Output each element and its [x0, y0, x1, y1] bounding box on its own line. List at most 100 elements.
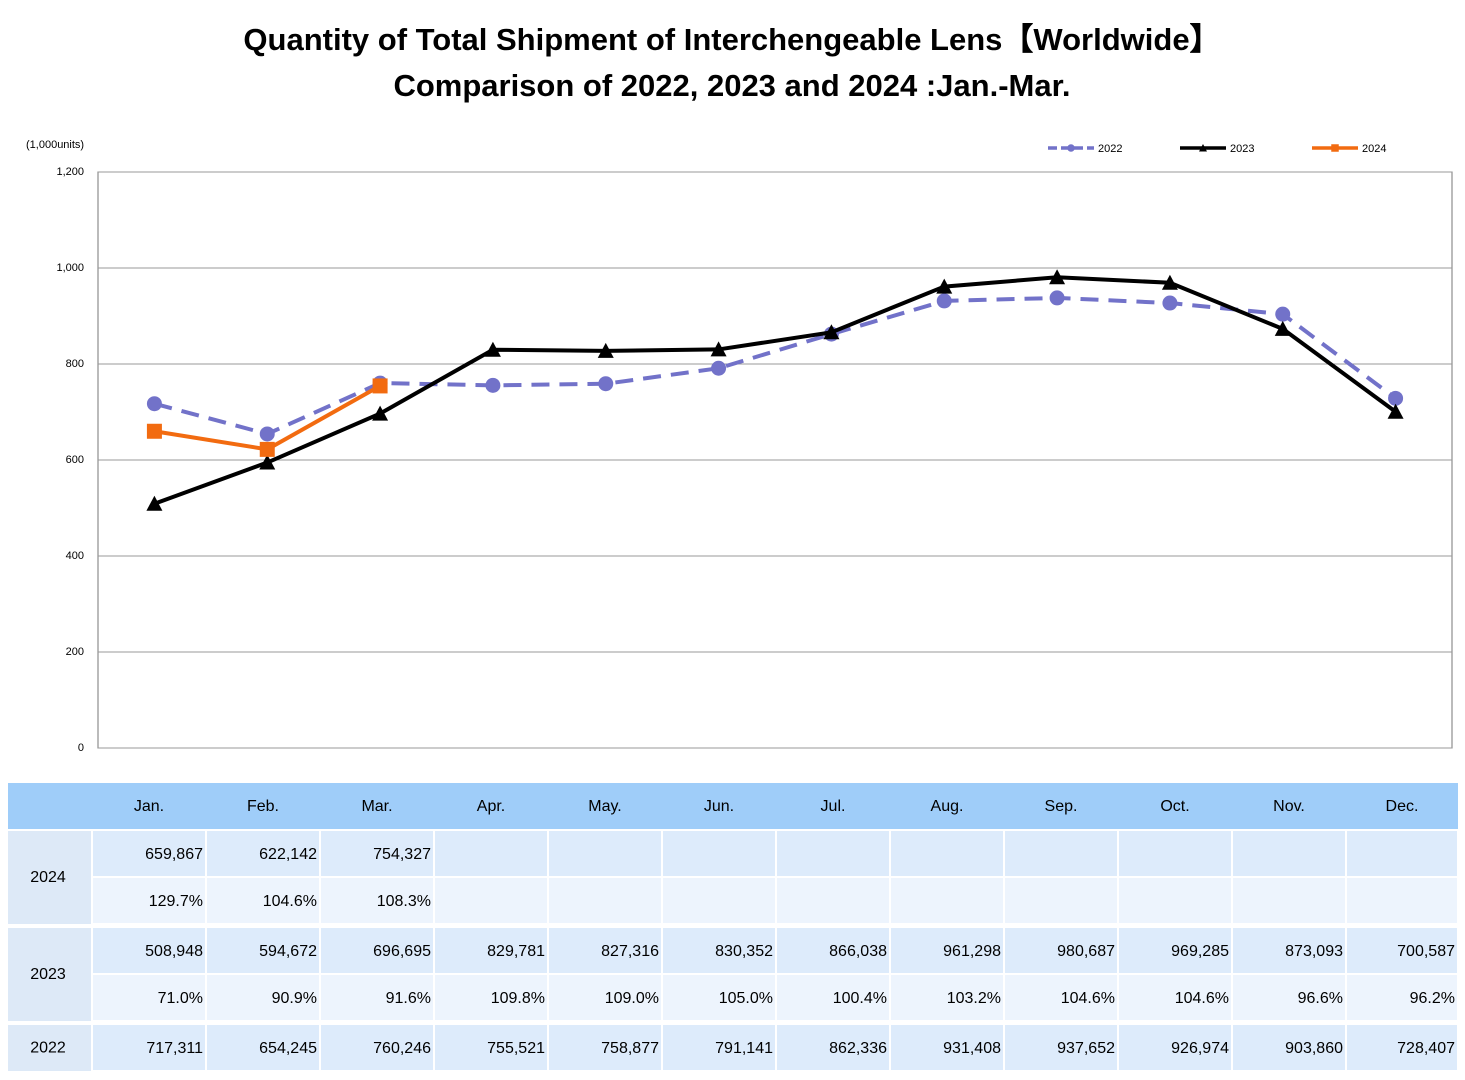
marker — [259, 441, 275, 457]
table-cell — [435, 831, 547, 876]
marker — [1049, 290, 1065, 306]
cell-text: 862,336 — [829, 1040, 887, 1057]
y-tick-label: 1,200 — [56, 166, 84, 178]
marker — [259, 426, 275, 442]
marker — [710, 341, 727, 357]
legend-label: 2024 — [1362, 143, 1386, 155]
cell-text: 654,245 — [259, 1040, 317, 1057]
marker — [146, 495, 163, 511]
table-cell — [777, 928, 889, 973]
marker — [936, 278, 953, 294]
marker — [146, 423, 162, 439]
column-header: Sep. — [1045, 798, 1078, 815]
cell-text: 754,327 — [373, 846, 431, 863]
table-cell — [777, 831, 889, 876]
table-cell — [663, 831, 775, 876]
marker — [936, 293, 952, 309]
row-label-cell — [8, 928, 91, 1021]
cell-text: 103.2% — [947, 990, 1001, 1007]
cell-text: 104.6% — [1061, 990, 1115, 1007]
column-header: Nov. — [1273, 798, 1305, 815]
table-cell — [663, 975, 775, 1020]
y-tick-label: 800 — [66, 358, 84, 370]
table-cell — [1005, 1025, 1117, 1070]
cell-text: 109.0% — [605, 990, 659, 1007]
cell-text: 728,407 — [1397, 1040, 1455, 1057]
y-tick-label: 1,000 — [56, 262, 84, 274]
table-cell — [549, 831, 661, 876]
row-label: 2023 — [30, 966, 66, 983]
cell-text: 622,142 — [259, 846, 317, 863]
marker — [372, 378, 388, 394]
table-cell — [435, 1025, 547, 1070]
chart-title: Quantity of Total Shipment of Intercheng… — [243, 22, 1220, 57]
column-header: Dec. — [1386, 798, 1419, 815]
column-header: Jan. — [134, 798, 164, 815]
table-cell — [663, 1025, 775, 1070]
cell-text: 937,652 — [1057, 1040, 1115, 1057]
table-cell — [435, 928, 547, 973]
row-label-cell — [8, 1025, 91, 1071]
cell-text: 961,298 — [943, 943, 1001, 960]
table-cell — [1347, 831, 1457, 876]
table-cell — [321, 1025, 433, 1070]
table-cell — [207, 975, 319, 1020]
series-line — [153, 275, 1397, 506]
table-cell — [93, 1025, 205, 1070]
column-header: Jul. — [821, 798, 846, 815]
table-cell — [1005, 878, 1117, 923]
table-cell — [321, 928, 433, 973]
cell-text: 717,311 — [146, 1040, 203, 1057]
cell-text: 129.7% — [149, 893, 203, 910]
marker — [485, 377, 501, 393]
cell-text: 866,038 — [829, 943, 887, 960]
marker — [1161, 274, 1178, 290]
row-label: 2022 — [30, 1040, 66, 1057]
column-header: Mar. — [361, 798, 392, 815]
cell-text: 104.6% — [263, 893, 317, 910]
marker — [597, 342, 614, 358]
table-cell — [549, 928, 661, 973]
cell-text: 508,948 — [145, 943, 203, 960]
marker — [598, 376, 614, 392]
marker — [1162, 295, 1178, 311]
cell-text: 659,867 — [145, 846, 203, 863]
table-cell — [435, 975, 547, 1020]
cell-text: 830,352 — [715, 943, 773, 960]
legend-label: 2023 — [1230, 143, 1254, 155]
cell-text: 100.4% — [833, 990, 887, 1007]
table-cell — [1119, 831, 1231, 876]
table-cell — [891, 928, 1003, 973]
cell-text: 104.6% — [1175, 990, 1229, 1007]
table-cell — [1233, 1025, 1345, 1070]
marker — [711, 360, 727, 376]
marker — [1387, 403, 1404, 419]
cell-text: 829,781 — [487, 943, 545, 960]
table-cell — [321, 878, 433, 923]
series-line — [153, 295, 1397, 437]
table-cell — [1347, 1025, 1457, 1070]
table-cell — [93, 831, 205, 876]
marker — [1275, 306, 1291, 322]
table-cell — [1119, 975, 1231, 1020]
cell-text: 90.9% — [272, 990, 317, 1007]
table-cell — [207, 1025, 319, 1070]
table-cell — [207, 878, 319, 923]
table-cell — [891, 831, 1003, 876]
marker — [372, 405, 389, 421]
cell-text: 791,141 — [715, 1040, 773, 1057]
table-cell — [1347, 975, 1457, 1020]
marker — [1388, 390, 1404, 406]
table-cell — [891, 975, 1003, 1020]
table-cell — [891, 1025, 1003, 1070]
cell-text: 903,860 — [1285, 1040, 1343, 1057]
table-cell — [1233, 928, 1345, 973]
marker — [1274, 320, 1291, 336]
column-header: May. — [588, 798, 621, 815]
table-cell — [321, 831, 433, 876]
row-label-cell — [8, 831, 91, 924]
cell-text: 696,695 — [373, 943, 431, 960]
table-cell — [549, 1025, 661, 1070]
cell-text: 105.0% — [719, 990, 773, 1007]
column-header: Oct. — [1160, 798, 1189, 815]
